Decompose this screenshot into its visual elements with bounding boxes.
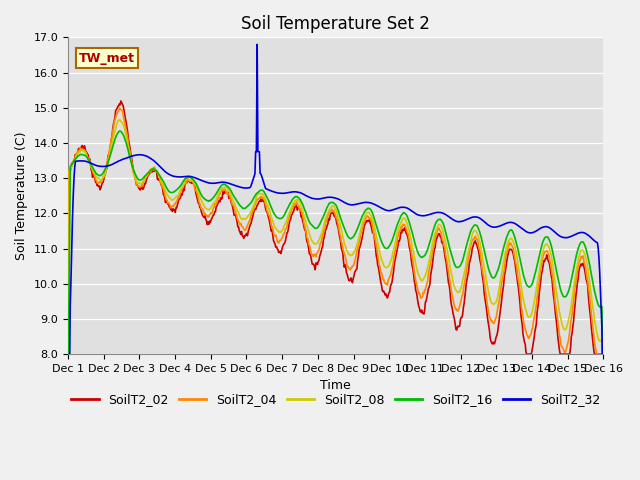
SoilT2_04 (130, 170, 138, 176)
SoilT2_04 (116, 105, 124, 111)
SoilT2_02 (117, 98, 125, 104)
SoilT2_04 (401, 223, 409, 229)
SoilT2_32 (253, 41, 261, 47)
SoilT2_32 (417, 213, 425, 218)
SoilT2_16 (401, 211, 409, 216)
SoilT2_08 (184, 175, 192, 180)
SoilT2_32 (401, 204, 409, 210)
SoilT2_32 (212, 180, 220, 186)
SoilT2_04 (64, 323, 72, 328)
SoilT2_02 (417, 309, 425, 315)
SoilT2_08 (212, 197, 220, 203)
Title: Soil Temperature Set 2: Soil Temperature Set 2 (241, 15, 430, 33)
SoilT2_16 (130, 167, 138, 173)
SoilT2_08 (116, 117, 124, 123)
SoilT2_02 (184, 177, 192, 182)
SoilT2_16 (64, 351, 72, 357)
SoilT2_32 (129, 153, 137, 159)
SoilT2_04 (74, 148, 81, 154)
SoilT2_08 (74, 151, 81, 157)
Text: TW_met: TW_met (79, 51, 135, 65)
SoilT2_08 (64, 351, 72, 357)
SoilT2_04 (417, 295, 425, 301)
SoilT2_16 (212, 191, 220, 196)
SoilT2_04 (184, 177, 192, 183)
Line: SoilT2_16: SoilT2_16 (68, 131, 604, 354)
Legend: SoilT2_02, SoilT2_04, SoilT2_08, SoilT2_16, SoilT2_32: SoilT2_02, SoilT2_04, SoilT2_08, SoilT2_… (66, 388, 605, 411)
X-axis label: Time: Time (321, 379, 351, 393)
Line: SoilT2_02: SoilT2_02 (68, 101, 604, 354)
SoilT2_32 (600, 441, 607, 446)
SoilT2_32 (183, 173, 191, 179)
SoilT2_04 (593, 351, 600, 357)
SoilT2_32 (74, 158, 81, 164)
SoilT2_02 (212, 204, 220, 210)
SoilT2_02 (130, 169, 138, 175)
SoilT2_08 (600, 351, 607, 357)
Line: SoilT2_32: SoilT2_32 (68, 44, 604, 480)
SoilT2_16 (116, 128, 124, 134)
Line: SoilT2_08: SoilT2_08 (68, 120, 604, 354)
SoilT2_02 (600, 351, 607, 357)
Line: SoilT2_04: SoilT2_04 (68, 108, 604, 354)
SoilT2_02 (401, 225, 409, 230)
SoilT2_04 (600, 351, 607, 357)
SoilT2_16 (184, 174, 192, 180)
SoilT2_16 (600, 351, 607, 357)
SoilT2_02 (74, 150, 81, 156)
SoilT2_16 (417, 254, 425, 260)
Y-axis label: Soil Temperature (C): Soil Temperature (C) (15, 132, 28, 260)
SoilT2_08 (130, 168, 138, 174)
SoilT2_02 (64, 351, 72, 357)
SoilT2_08 (417, 277, 425, 283)
SoilT2_04 (212, 201, 220, 207)
SoilT2_16 (74, 154, 81, 159)
SoilT2_08 (401, 216, 409, 222)
